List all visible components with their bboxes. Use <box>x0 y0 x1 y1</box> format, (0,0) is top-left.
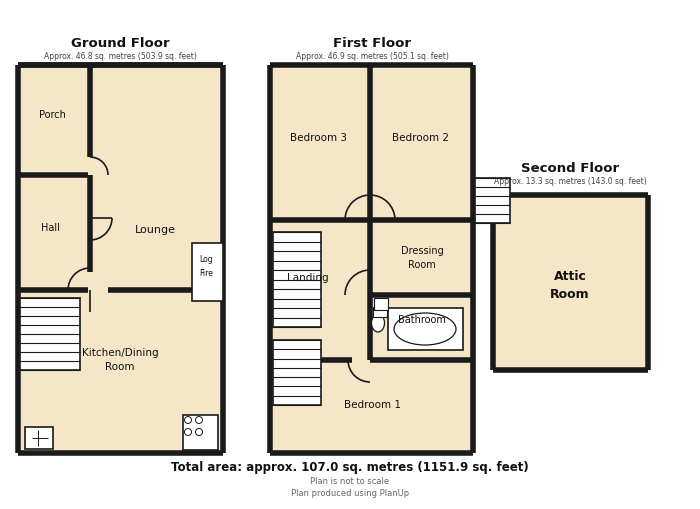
Text: Fire: Fire <box>199 269 213 278</box>
Text: Dressing
Room: Dressing Room <box>400 246 443 270</box>
Bar <box>20 298 80 370</box>
Bar <box>475 178 510 223</box>
Text: Second Floor: Second Floor <box>521 161 619 175</box>
Text: Ground Floor: Ground Floor <box>71 37 169 49</box>
Text: Approx. 13.3 sq. metres (143.0 sq. feet): Approx. 13.3 sq. metres (143.0 sq. feet) <box>494 177 646 185</box>
Ellipse shape <box>372 314 384 332</box>
Bar <box>373 307 387 317</box>
Bar <box>273 340 321 405</box>
Text: Plan produced using PlanUp: Plan produced using PlanUp <box>291 489 409 497</box>
Text: Lounge: Lounge <box>134 225 176 235</box>
Bar <box>270 65 473 453</box>
Bar <box>273 232 321 327</box>
Bar <box>374 298 388 310</box>
Text: Kitchen/Dining
Room: Kitchen/Dining Room <box>82 348 158 372</box>
Text: Hall: Hall <box>41 223 60 233</box>
Text: Landing: Landing <box>287 273 329 283</box>
Text: Approx. 46.8 sq. metres (503.9 sq. feet): Approx. 46.8 sq. metres (503.9 sq. feet) <box>43 51 197 61</box>
Text: Bedroom 3: Bedroom 3 <box>290 133 346 143</box>
Bar <box>192 243 223 301</box>
Text: Plan is not to scale: Plan is not to scale <box>310 477 390 487</box>
Text: Bedroom 2: Bedroom 2 <box>391 133 449 143</box>
Bar <box>388 308 463 350</box>
Text: Porch: Porch <box>38 110 65 120</box>
Text: Total area: approx. 107.0 sq. metres (1151.9 sq. feet): Total area: approx. 107.0 sq. metres (11… <box>171 461 529 473</box>
Bar <box>493 195 648 370</box>
Text: Log: Log <box>199 255 213 264</box>
Text: Bathroom: Bathroom <box>398 315 446 325</box>
Text: First Floor: First Floor <box>333 37 411 49</box>
Text: Attic
Room: Attic Room <box>550 269 590 300</box>
Text: Approx. 46.9 sq. metres (505.1 sq. feet): Approx. 46.9 sq. metres (505.1 sq. feet) <box>295 51 449 61</box>
Bar <box>18 65 223 453</box>
Ellipse shape <box>394 313 456 345</box>
Text: Bedroom 1: Bedroom 1 <box>344 400 400 410</box>
Bar <box>183 415 218 450</box>
Bar <box>25 427 53 449</box>
